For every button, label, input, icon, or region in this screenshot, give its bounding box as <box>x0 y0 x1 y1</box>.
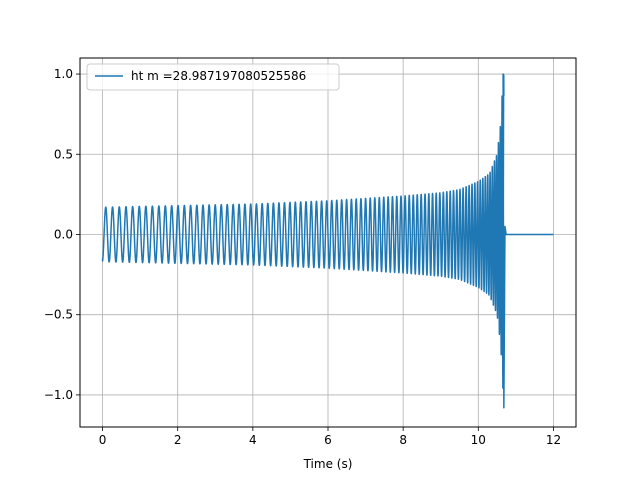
legend: ht m =28.987197080525586 <box>86 63 340 91</box>
y-tick-label: 1.0 <box>54 67 73 81</box>
x-axis-ticks: 0 2 4 6 8 10 12 <box>99 427 561 447</box>
series-layer <box>101 73 554 409</box>
x-tick-label: 4 <box>249 433 257 447</box>
legend-entry-label: ht m =28.987197080525586 <box>131 69 306 83</box>
x-tick-label: 8 <box>399 433 407 447</box>
series-line-ht <box>101 73 554 409</box>
y-tick-label: 0.5 <box>54 147 73 161</box>
x-tick-label: 2 <box>174 433 182 447</box>
y-tick-label: −0.5 <box>44 308 73 322</box>
x-tick-label: 0 <box>99 433 107 447</box>
x-tick-label: 12 <box>546 433 561 447</box>
y-tick-label: −1.0 <box>44 388 73 402</box>
y-tick-label: 0.0 <box>54 227 73 241</box>
x-tick-label: 6 <box>324 433 332 447</box>
x-axis-label: Time (s) <box>303 457 353 471</box>
legend-box <box>86 63 340 91</box>
y-axis-ticks: −1.0 −0.5 0.0 0.5 1.0 <box>44 67 80 402</box>
x-tick-label: 10 <box>471 433 486 447</box>
